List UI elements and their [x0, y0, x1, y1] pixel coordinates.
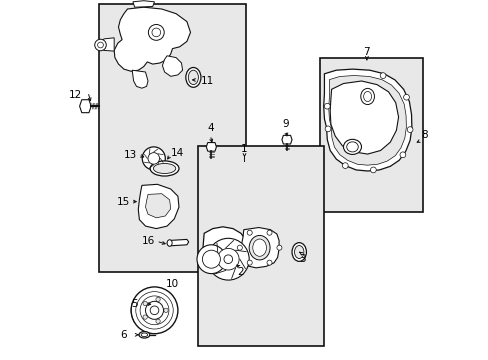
Circle shape — [237, 245, 242, 250]
Ellipse shape — [141, 333, 147, 337]
Circle shape — [148, 153, 159, 164]
Ellipse shape — [363, 91, 371, 102]
Ellipse shape — [188, 70, 198, 85]
Polygon shape — [145, 194, 170, 218]
Polygon shape — [329, 81, 398, 154]
Bar — [320, 58, 422, 212]
Circle shape — [217, 248, 239, 270]
Ellipse shape — [252, 239, 266, 256]
Circle shape — [380, 73, 385, 78]
Ellipse shape — [150, 161, 179, 176]
Circle shape — [224, 255, 232, 264]
Circle shape — [142, 301, 147, 306]
Text: 2: 2 — [237, 267, 244, 277]
Text: 12: 12 — [68, 90, 82, 100]
Circle shape — [152, 28, 160, 37]
Polygon shape — [114, 7, 190, 71]
Circle shape — [163, 308, 168, 312]
Text: 16: 16 — [142, 236, 155, 246]
Text: 7: 7 — [363, 47, 369, 57]
Circle shape — [276, 245, 282, 250]
Text: 9: 9 — [282, 119, 288, 129]
Circle shape — [403, 94, 408, 100]
Bar — [99, 4, 246, 272]
Ellipse shape — [346, 142, 358, 152]
Polygon shape — [132, 70, 148, 88]
Polygon shape — [241, 228, 279, 268]
Circle shape — [156, 319, 160, 323]
Circle shape — [325, 126, 330, 132]
Circle shape — [207, 238, 249, 280]
Polygon shape — [80, 100, 91, 113]
Circle shape — [202, 250, 220, 268]
Polygon shape — [328, 76, 406, 165]
Text: 3: 3 — [298, 254, 305, 264]
Circle shape — [197, 245, 225, 274]
Circle shape — [399, 152, 405, 158]
Ellipse shape — [249, 235, 269, 260]
Ellipse shape — [360, 88, 374, 104]
Text: 1: 1 — [241, 144, 247, 154]
Circle shape — [342, 163, 347, 168]
Ellipse shape — [291, 243, 306, 261]
Ellipse shape — [167, 240, 172, 246]
Circle shape — [95, 39, 106, 51]
Polygon shape — [162, 56, 182, 76]
Polygon shape — [282, 135, 291, 144]
Text: 5: 5 — [131, 299, 138, 309]
Text: 10: 10 — [165, 279, 179, 289]
Polygon shape — [138, 184, 179, 229]
Ellipse shape — [139, 332, 149, 338]
Polygon shape — [323, 69, 411, 171]
Ellipse shape — [153, 163, 175, 174]
Polygon shape — [202, 227, 247, 272]
Circle shape — [407, 127, 412, 132]
Polygon shape — [167, 239, 188, 246]
Ellipse shape — [343, 139, 361, 154]
Text: 13: 13 — [123, 150, 137, 160]
Circle shape — [140, 296, 168, 325]
Text: 4: 4 — [206, 123, 213, 133]
Circle shape — [266, 230, 271, 235]
Polygon shape — [206, 143, 216, 151]
Text: 8: 8 — [420, 130, 427, 140]
Circle shape — [247, 230, 252, 235]
Circle shape — [142, 315, 147, 319]
Circle shape — [98, 42, 103, 48]
Ellipse shape — [185, 68, 201, 87]
Circle shape — [370, 167, 375, 173]
Polygon shape — [99, 38, 114, 51]
Polygon shape — [133, 1, 154, 7]
Circle shape — [266, 260, 271, 265]
Circle shape — [324, 103, 329, 109]
Circle shape — [247, 260, 252, 265]
Text: 11: 11 — [201, 76, 214, 86]
Text: 6: 6 — [120, 330, 127, 340]
Circle shape — [156, 297, 160, 302]
Text: 14: 14 — [170, 148, 183, 158]
Bar — [197, 146, 323, 346]
Text: 15: 15 — [117, 197, 130, 207]
Circle shape — [145, 301, 163, 319]
Circle shape — [150, 306, 159, 315]
Circle shape — [136, 292, 173, 329]
Ellipse shape — [294, 246, 303, 258]
Circle shape — [148, 24, 164, 40]
Circle shape — [131, 287, 178, 334]
Circle shape — [142, 147, 165, 170]
